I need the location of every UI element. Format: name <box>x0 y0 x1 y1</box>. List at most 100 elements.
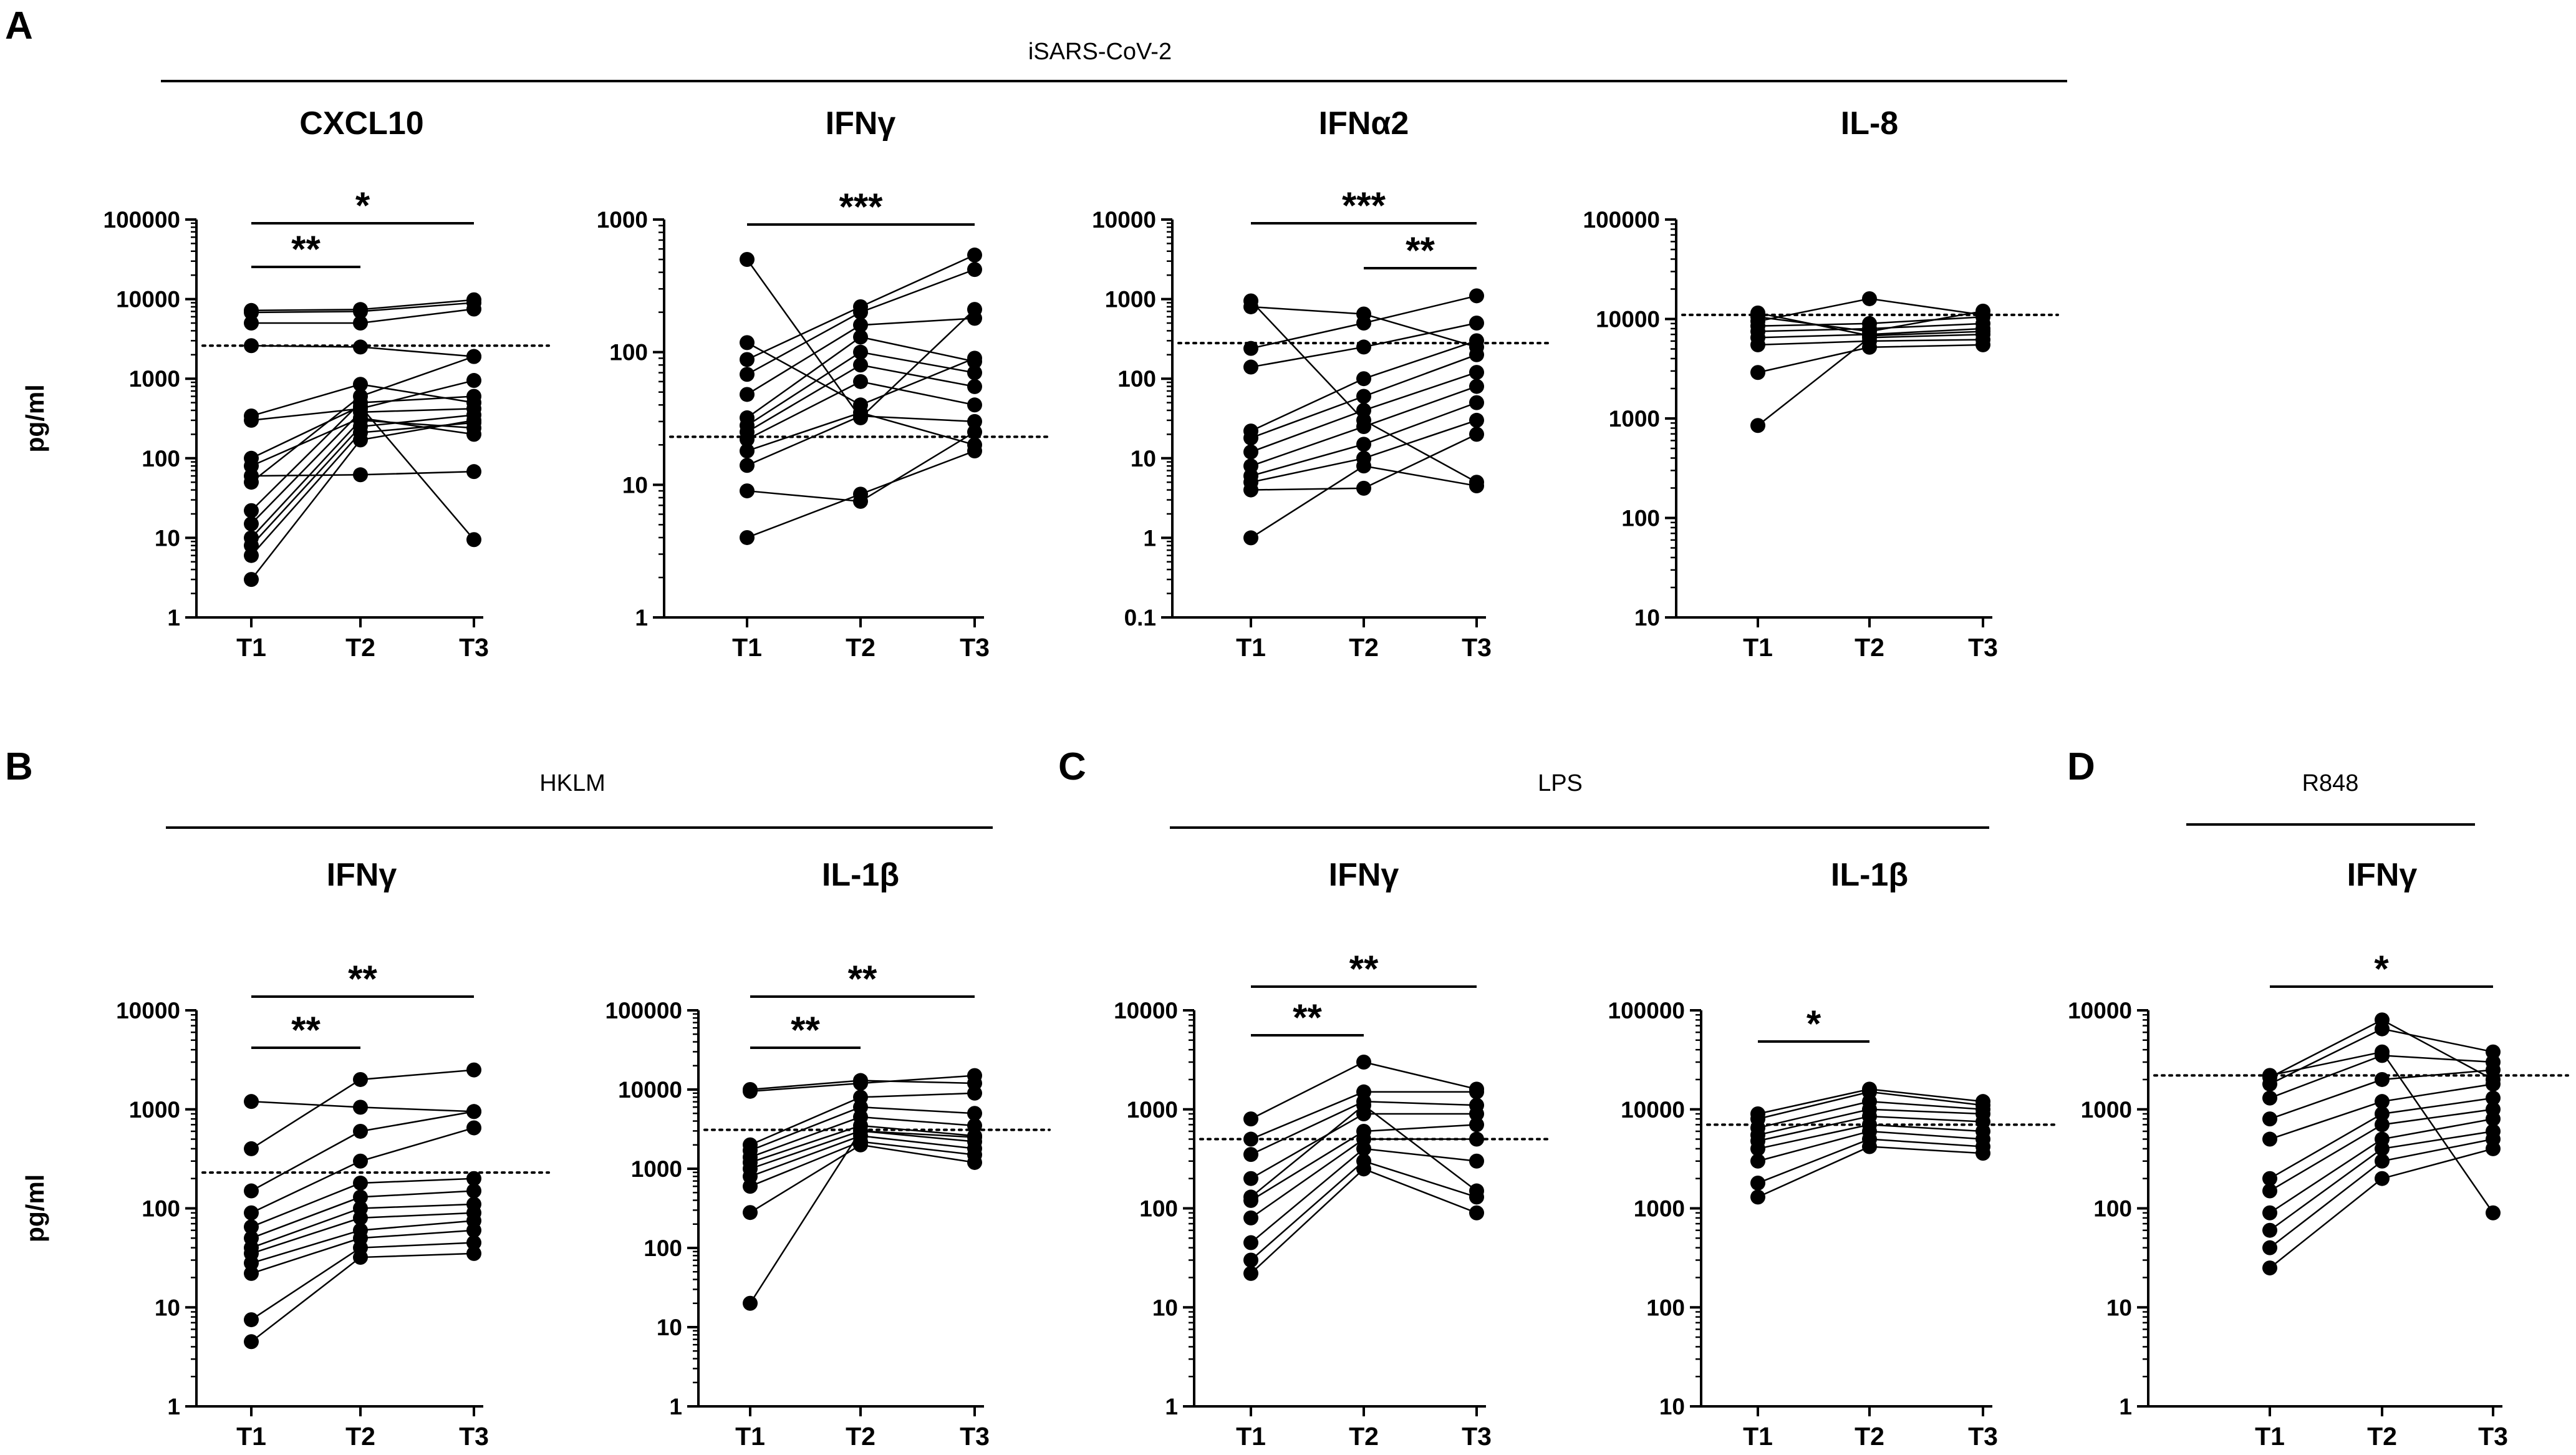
y-tick-label: 0.1 <box>1124 605 1156 631</box>
panel-letter-d: D <box>2067 745 2095 788</box>
data-point <box>1243 423 1258 439</box>
significance-label: ** <box>291 1009 321 1051</box>
x-tick-label: T1 <box>1743 1422 1773 1451</box>
group-label-r848: R848 <box>2302 770 2359 796</box>
data-point <box>1469 1183 1484 1199</box>
chart-isars-il8: IL-8 10 100 1000 10000 100000 T1 T2 T3 <box>1583 105 2059 662</box>
y-tick-label: 10000 <box>116 998 180 1023</box>
data-point <box>244 1205 259 1221</box>
x-tick-label: T3 <box>960 633 990 662</box>
data-point <box>244 572 259 587</box>
significance-label: ** <box>848 958 877 1000</box>
chart-lps-il1b: IL-1β 10 100 1000 10000 100000 T1 T2 T3 * <box>1608 857 2059 1451</box>
chart-r848-ifng: IFNγ 1 10 100 1000 10000 T1 T2 T3 * <box>2068 857 2569 1451</box>
data-point <box>1243 530 1258 546</box>
data-point <box>1243 359 1258 375</box>
significance-label: * <box>1807 1003 1821 1045</box>
data-point <box>967 1075 982 1091</box>
data-point <box>244 1183 259 1199</box>
data-point <box>2262 1260 2277 1276</box>
data-point <box>1469 395 1484 410</box>
data-point <box>1469 1117 1484 1133</box>
data-point <box>1975 303 1990 319</box>
data-point <box>1469 412 1484 428</box>
data-point <box>1243 1189 1258 1205</box>
data-point <box>466 1104 481 1119</box>
data-point <box>1469 288 1484 304</box>
data-point <box>2486 1101 2501 1117</box>
data-point <box>244 408 259 423</box>
data-point <box>1243 1252 1258 1268</box>
data-point <box>1750 1106 1765 1122</box>
data-point <box>466 427 481 442</box>
data-point <box>2375 1153 2390 1169</box>
y-tick-label: 1 <box>2119 1394 2132 1419</box>
x-tick-label: T1 <box>1743 633 1773 662</box>
data-point <box>853 1073 868 1088</box>
data-point <box>1356 389 1371 404</box>
data-point <box>2262 1183 2277 1199</box>
x-tick-label: T3 <box>960 1422 990 1451</box>
y-tick-label: 1 <box>635 605 648 631</box>
data-point <box>1750 1175 1765 1191</box>
y-tick-label: 10 <box>155 1295 180 1320</box>
data-point <box>740 483 755 499</box>
x-tick-label: T3 <box>459 633 489 662</box>
y-tick-label: 1 <box>167 1394 180 1419</box>
data-point <box>353 1123 368 1139</box>
data-point <box>244 1230 259 1246</box>
data-point <box>1356 1098 1371 1113</box>
data-point <box>244 1334 259 1350</box>
data-point <box>743 1082 758 1097</box>
x-tick-label: T2 <box>1349 1422 1379 1451</box>
data-point <box>967 379 982 394</box>
y-tick-label: 1000 <box>1609 406 1660 432</box>
y-tick-label: 100 <box>1139 1196 1178 1222</box>
data-point <box>353 1071 368 1087</box>
data-point <box>1243 1147 1258 1163</box>
data-point <box>1243 1111 1258 1127</box>
data-point <box>244 1219 259 1235</box>
data-point <box>466 1120 481 1136</box>
y-tick-label: 10000 <box>116 287 180 312</box>
x-tick-label: T2 <box>345 633 375 662</box>
data-point <box>967 247 982 263</box>
data-point <box>1862 328 1877 344</box>
y-tick-label: 100 <box>1117 366 1156 392</box>
data-point <box>466 464 481 480</box>
y-tick-label: 10 <box>657 1315 682 1340</box>
y-tick-label: 100000 <box>104 207 180 233</box>
chart-title: IFNγ <box>826 105 896 142</box>
significance-label: * <box>2374 948 2389 990</box>
chart-title: IL-1β <box>822 857 899 893</box>
data-point <box>740 352 755 367</box>
y-tick-label: 100 <box>644 1235 682 1261</box>
y-tick-label: 1000 <box>1127 1097 1178 1123</box>
data-point <box>466 292 481 307</box>
y-tick-label: 1000 <box>2081 1097 2132 1123</box>
data-point <box>967 262 982 278</box>
data-point <box>853 317 868 333</box>
data-point <box>967 1118 982 1133</box>
data-point <box>853 329 868 345</box>
series-line <box>1250 465 1477 539</box>
data-point <box>244 1265 259 1281</box>
data-point <box>1243 1131 1258 1147</box>
data-point <box>1469 427 1484 442</box>
panel-letter-a: A <box>5 4 33 47</box>
data-point <box>466 532 481 548</box>
data-point <box>2262 1131 2277 1147</box>
data-point <box>2375 1117 2390 1133</box>
y-tick-label: 10 <box>1659 1394 1685 1419</box>
data-point <box>466 349 481 364</box>
data-point <box>1243 1235 1258 1250</box>
x-tick-label: T3 <box>1462 633 1492 662</box>
data-point <box>1356 480 1371 496</box>
data-point <box>1750 305 1765 321</box>
data-point <box>466 1183 481 1199</box>
significance-label: ** <box>348 958 377 1000</box>
chart-hklm-il1b: IL-1β 1 10 100 1000 10000 100000 T1 T2 T3 ** ** <box>605 857 1051 1451</box>
data-point <box>740 367 755 382</box>
x-tick-label: T1 <box>1236 633 1266 662</box>
x-tick-label: T1 <box>236 633 266 662</box>
